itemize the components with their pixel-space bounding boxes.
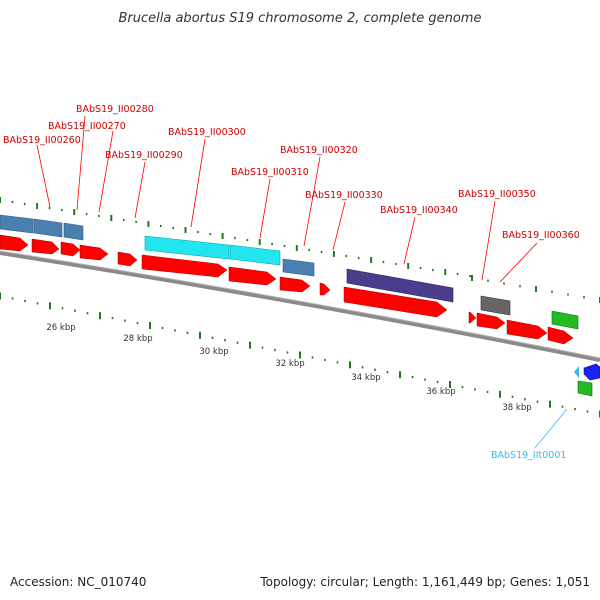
gene-label-II00290[interactable]: BAbS19_II00290 [105, 150, 183, 161]
cds-arrow[interactable] [60, 241, 81, 257]
blue-block[interactable] [583, 363, 600, 381]
cds-arrow[interactable] [319, 282, 331, 296]
gene-label-II00320[interactable]: BAbS19_II00320 [280, 145, 358, 156]
cds-arrow[interactable] [31, 238, 60, 255]
scale-label-26: 26 kbp [46, 323, 75, 333]
gene-label-II00340[interactable]: BAbS19_II00340 [380, 205, 458, 216]
accession-text: Accession: NC_010740 [10, 575, 146, 589]
purple-block[interactable] [346, 268, 454, 303]
cyan-block-1[interactable] [144, 235, 230, 260]
cds-arrow[interactable] [468, 311, 477, 324]
genome-summary-text: Topology: circular; Length: 1,161,449 bp… [259, 575, 590, 589]
cds-arrow[interactable] [506, 319, 548, 340]
green-block-2[interactable] [577, 380, 593, 397]
green-block-1[interactable] [551, 310, 579, 330]
scale-label-36: 36 kbp [426, 387, 455, 397]
gene-label-II00310[interactable]: BAbS19_II00310 [231, 167, 309, 178]
gene-label-II00260[interactable]: BAbS19_II00260 [3, 135, 81, 146]
cds-arrow[interactable] [79, 244, 109, 261]
gene-leader-lines [36, 115, 538, 283]
cds-arrow[interactable] [476, 312, 506, 330]
gray-block[interactable] [480, 295, 511, 316]
top-ticks [0, 197, 471, 278]
feature-track-right [574, 363, 600, 397]
scale-label-32: 32 kbp [275, 359, 304, 369]
scale-label-30: 30 kbp [199, 347, 228, 357]
steelblue-block-4[interactable] [282, 258, 315, 277]
gene-label-II00330[interactable]: BAbS19_II00330 [305, 190, 383, 201]
genome-backbone [0, 251, 600, 362]
cds-arrow[interactable] [141, 254, 228, 278]
scale-label-38: 38 kbp [502, 403, 531, 413]
feature-track-upper [0, 214, 315, 277]
gene-labels: BAbS19_II00280 BAbS19_II00270 BAbS19_II0… [3, 104, 580, 241]
trna-leader-line [534, 408, 568, 449]
gene-label-II00280[interactable]: BAbS19_II00280 [76, 104, 154, 115]
steelblue-block-1[interactable] [0, 214, 34, 234]
cds-arrows [0, 234, 574, 345]
map-title: Brucella abortus S19 chromosome 2, compl… [119, 11, 482, 26]
cds-arrow[interactable] [0, 234, 29, 252]
trna-marker[interactable] [574, 366, 579, 378]
trna-label[interactable]: BAbS19_IIt0001 [491, 450, 566, 461]
cds-arrow[interactable] [117, 251, 138, 267]
cds-arrow[interactable] [547, 326, 574, 345]
steelblue-block-3[interactable] [63, 222, 84, 241]
scale-ticks [0, 292, 600, 418]
cds-arrow[interactable] [279, 276, 311, 293]
cds-arrow[interactable] [343, 286, 448, 318]
gene-label-II00300[interactable]: BAbS19_II00300 [168, 127, 246, 138]
steelblue-block-2[interactable] [33, 218, 63, 238]
gene-label-II00350[interactable]: BAbS19_II00350 [458, 189, 536, 200]
scale-label-34: 34 kbp [351, 373, 380, 383]
cds-arrow[interactable] [228, 266, 277, 286]
feature-track-mid [346, 268, 579, 330]
right-ticks [471, 275, 600, 303]
scale-labels: 26 kbp 28 kbp 30 kbp 32 kbp 34 kbp 36 kb… [46, 323, 531, 413]
scale-label-28: 28 kbp [123, 334, 152, 344]
gene-label-II00270[interactable]: BAbS19_II00270 [48, 121, 126, 132]
cyan-block-2[interactable] [229, 244, 281, 266]
gene-label-II00360[interactable]: BAbS19_II00360 [502, 230, 580, 241]
